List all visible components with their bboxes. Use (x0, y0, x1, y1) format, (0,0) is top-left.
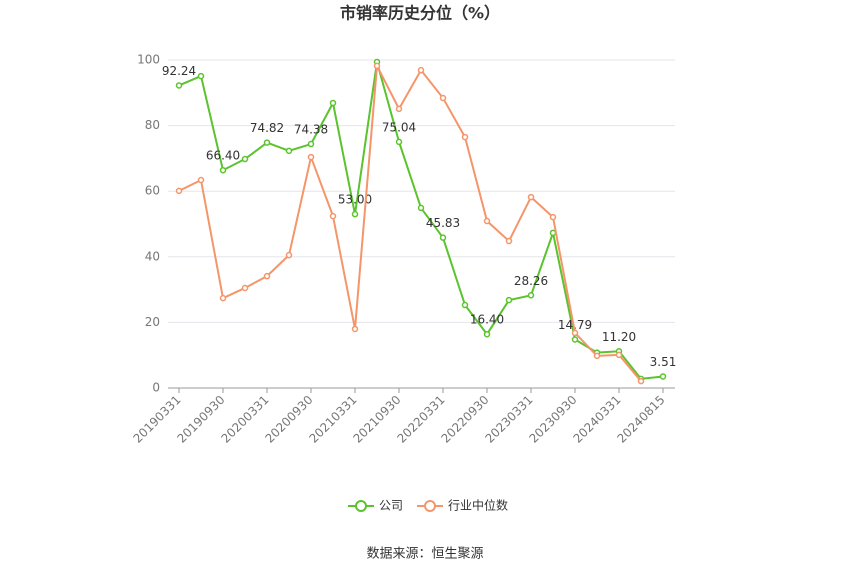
data-point (549, 213, 557, 221)
data-point (307, 140, 315, 148)
data-point (307, 153, 315, 161)
data-point (461, 301, 469, 309)
data-point (241, 155, 249, 163)
data-point (439, 234, 447, 241)
legend-label: 公司 (379, 499, 403, 513)
data-point (329, 212, 337, 220)
data-point (395, 138, 403, 146)
data-point (439, 94, 447, 102)
data-label: 74.38 (294, 123, 328, 137)
data-point (219, 166, 227, 174)
data-point (241, 284, 249, 292)
data-point (395, 105, 403, 113)
data-label: 28.26 (514, 274, 548, 288)
y-tick-label: 60 (145, 184, 160, 198)
data-label: 92.24 (162, 64, 196, 78)
data-label: 66.40 (206, 149, 240, 163)
source-note: 数据来源：恒生聚源 (366, 547, 483, 562)
data-label: 16.40 (470, 313, 504, 327)
y-tick-label: 0 (152, 381, 160, 395)
x-tick-label: 20240815 (615, 393, 668, 446)
data-point (505, 237, 513, 245)
chart-title: 市销率历史分位（%） (340, 4, 500, 23)
data-point (505, 296, 513, 304)
data-point (571, 336, 579, 343)
data-point (373, 62, 381, 70)
data-point (615, 351, 623, 359)
data-label: 74.82 (250, 121, 284, 135)
y-tick-label: 100 (137, 53, 160, 67)
data-label: 11.20 (602, 330, 636, 344)
data-point (285, 147, 293, 155)
data-point (483, 330, 491, 338)
data-point (197, 72, 205, 80)
data-point (263, 139, 271, 146)
legend-marker (424, 500, 437, 512)
data-point (197, 176, 205, 184)
legend-item[interactable]: 公司 (348, 499, 403, 513)
data-point (263, 272, 271, 280)
data-point (351, 325, 359, 333)
y-tick-label: 20 (145, 315, 160, 329)
data-label: 14.79 (558, 318, 592, 332)
data-point (483, 217, 491, 225)
data-point (659, 373, 667, 380)
data-point (527, 193, 535, 201)
y-tick-label: 40 (145, 249, 160, 263)
data-point (593, 352, 601, 360)
data-point (637, 377, 645, 385)
series-line (178, 62, 642, 382)
data-label: 53.00 (338, 193, 372, 207)
data-point (527, 292, 535, 299)
data-point (571, 329, 579, 337)
data-point (417, 66, 425, 74)
legend-item[interactable]: 行业中位数 (417, 498, 508, 513)
data-point (351, 210, 359, 218)
data-label: 45.83 (426, 216, 460, 230)
data-label: 75.04 (382, 120, 416, 134)
data-label: 3.51 (650, 355, 677, 369)
data-point (329, 99, 337, 107)
data-point (285, 251, 293, 259)
data-point (175, 187, 183, 195)
legend-marker (355, 500, 367, 512)
data-point (219, 294, 227, 302)
data-point (461, 133, 469, 141)
data-point (175, 82, 183, 89)
y-tick-label: 80 (145, 118, 160, 132)
data-point (417, 204, 425, 212)
legend-label: 行业中位数 (448, 498, 508, 513)
